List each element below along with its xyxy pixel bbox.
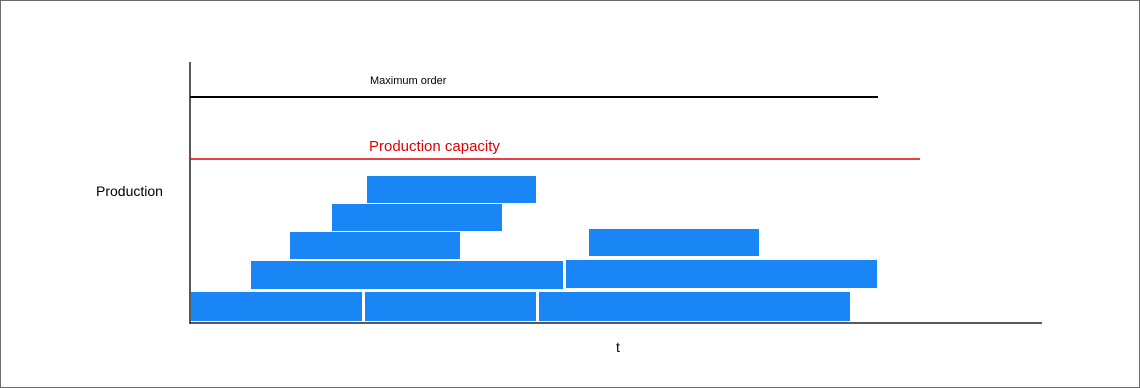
production-block [539,292,850,321]
y-axis-label: Production [96,183,163,199]
x-axis-label: t [616,339,620,355]
production-block [365,292,536,321]
production-block [566,260,877,288]
production-block [332,204,502,231]
maximum-order-label: Maximum order [370,75,447,87]
production-block [290,232,460,259]
production-block [251,261,563,289]
production-block [367,176,536,203]
production-capacity-label: Production capacity [369,138,500,155]
production-blocks [191,176,877,321]
production-block [191,292,362,321]
production-block [589,229,759,256]
